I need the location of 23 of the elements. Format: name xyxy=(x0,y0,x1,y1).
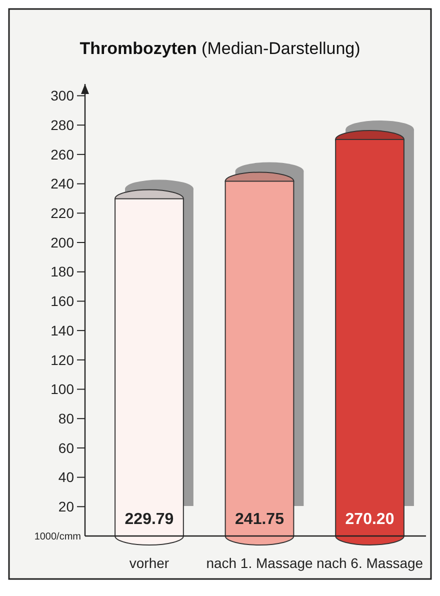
y-tick-label: 60 xyxy=(58,440,74,456)
y-tick-label: 180 xyxy=(50,264,74,280)
y-tick-label: 120 xyxy=(50,352,74,368)
chart-title: Thrombozyten (Median-Darstellung) xyxy=(80,39,360,58)
y-tick-label: 220 xyxy=(50,205,74,222)
y-tick-label: 200 xyxy=(50,234,74,250)
y-axis-title: 1000/cmm xyxy=(34,532,81,542)
x-tick-label: nach 6. Massage xyxy=(316,555,424,571)
y-tick-label: 300 xyxy=(50,88,74,104)
data-label: 270.20 xyxy=(345,511,394,528)
y-tick-label: 160 xyxy=(50,293,74,310)
y-tick-label: 20 xyxy=(58,498,74,515)
y-tick-label: 80 xyxy=(58,410,74,426)
y-tick-label: 100 xyxy=(50,381,74,398)
data-label: 241.75 xyxy=(235,511,284,528)
y-tick-label: 260 xyxy=(50,146,74,162)
y-tick-label: 40 xyxy=(58,469,74,486)
y-tick-label: 280 xyxy=(50,116,74,133)
x-tick-label: nach 1. Massage xyxy=(206,555,314,571)
data-label: 229.79 xyxy=(124,511,174,528)
x-tick-label: vorher xyxy=(129,555,170,571)
y-tick-label: 140 xyxy=(50,322,74,338)
y-tick-label: 240 xyxy=(50,176,74,192)
